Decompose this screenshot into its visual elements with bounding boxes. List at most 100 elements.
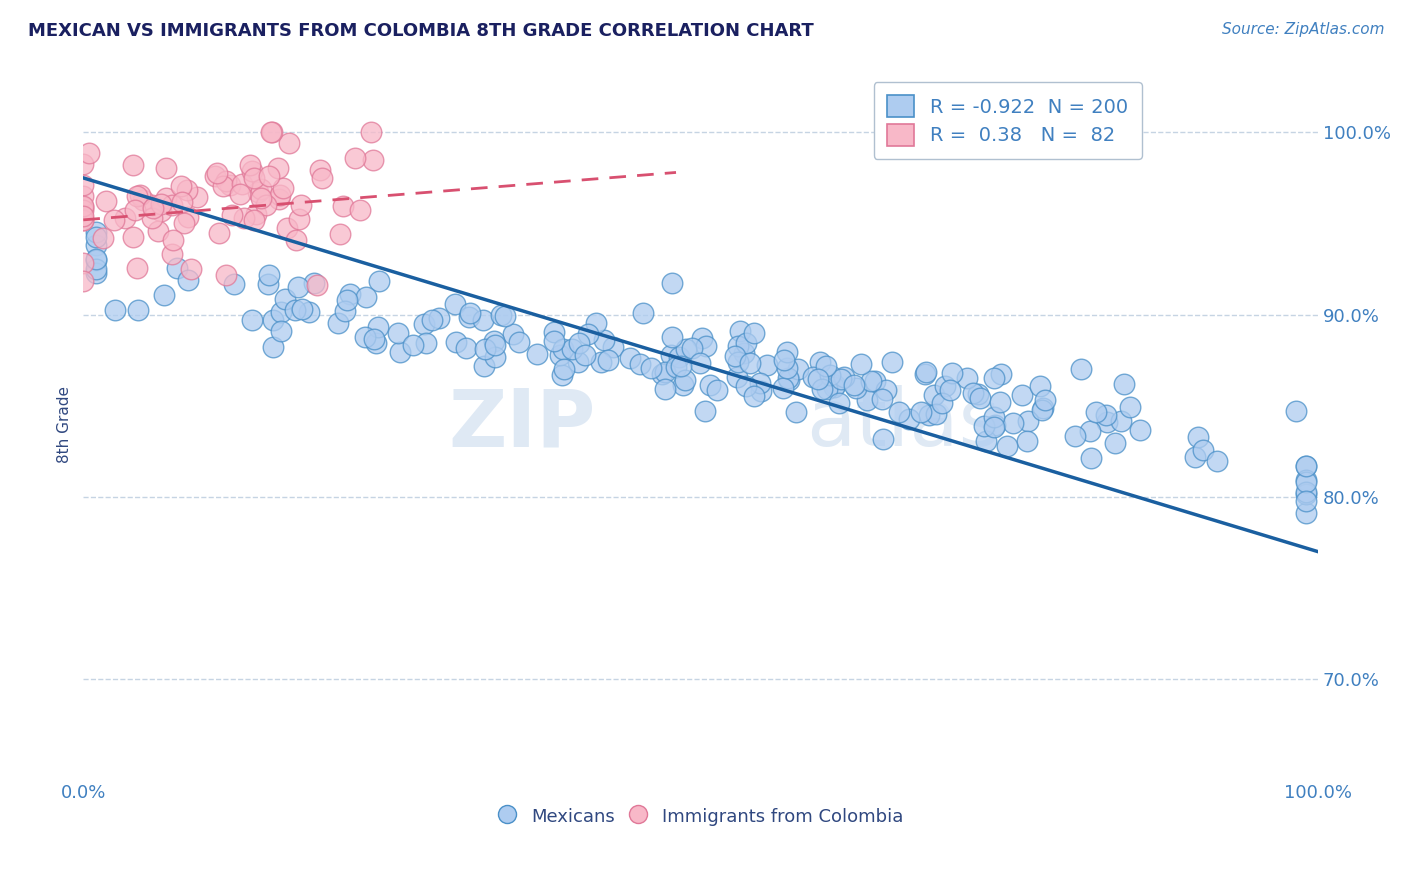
Point — [484, 334, 506, 348]
Point — [72, 200, 94, 214]
Point — [673, 373, 696, 387]
Text: ZIP: ZIP — [449, 385, 596, 463]
Point — [828, 395, 851, 409]
Point — [543, 326, 565, 340]
Point — [651, 367, 673, 381]
Point — [1109, 414, 1132, 428]
Point — [446, 334, 468, 349]
Point — [257, 268, 280, 282]
Point — [77, 145, 100, 160]
Point — [246, 185, 269, 199]
Point — [845, 381, 868, 395]
Point — [931, 396, 953, 410]
Point — [1032, 401, 1054, 416]
Point — [474, 342, 496, 356]
Point — [267, 161, 290, 176]
Point — [146, 224, 169, 238]
Point — [211, 179, 233, 194]
Point — [724, 349, 747, 363]
Point — [589, 354, 612, 368]
Point — [990, 367, 1012, 381]
Point — [974, 434, 997, 448]
Point — [270, 324, 292, 338]
Point — [675, 343, 697, 357]
Point — [363, 332, 385, 346]
Point — [72, 199, 94, 213]
Point — [127, 189, 149, 203]
Point — [706, 383, 728, 397]
Point — [1112, 376, 1135, 391]
Point — [186, 190, 208, 204]
Point — [934, 379, 956, 393]
Point — [738, 356, 761, 370]
Point — [367, 275, 389, 289]
Point — [231, 178, 253, 192]
Point — [654, 382, 676, 396]
Point — [735, 336, 758, 351]
Point — [502, 327, 524, 342]
Point — [823, 380, 845, 394]
Point — [242, 213, 264, 227]
Point — [208, 227, 231, 241]
Point — [420, 313, 443, 327]
Point — [1104, 436, 1126, 450]
Point — [548, 348, 571, 362]
Point — [915, 365, 938, 379]
Point — [269, 192, 291, 206]
Point — [387, 326, 409, 340]
Point — [727, 355, 749, 369]
Point — [141, 211, 163, 226]
Point — [665, 359, 688, 374]
Point — [661, 276, 683, 290]
Point — [149, 197, 172, 211]
Point — [127, 303, 149, 318]
Point — [103, 212, 125, 227]
Point — [814, 359, 837, 373]
Point — [72, 189, 94, 203]
Point — [269, 187, 291, 202]
Point — [122, 230, 145, 244]
Point — [412, 318, 434, 332]
Point — [277, 136, 299, 151]
Point — [669, 359, 692, 374]
Point — [240, 164, 263, 178]
Point — [276, 221, 298, 235]
Point — [1078, 424, 1101, 438]
Point — [1295, 487, 1317, 501]
Point — [402, 338, 425, 352]
Point — [1017, 414, 1039, 428]
Point — [593, 333, 616, 347]
Point — [285, 233, 308, 247]
Point — [914, 367, 936, 381]
Point — [830, 371, 852, 385]
Point — [254, 198, 277, 212]
Point — [129, 187, 152, 202]
Point — [742, 326, 765, 340]
Point — [574, 349, 596, 363]
Point — [72, 157, 94, 171]
Point — [1085, 404, 1108, 418]
Point — [329, 227, 352, 242]
Point — [84, 252, 107, 266]
Point — [924, 407, 946, 421]
Text: atlas: atlas — [806, 385, 1000, 463]
Point — [551, 342, 574, 356]
Point — [307, 278, 329, 293]
Point — [311, 171, 333, 186]
Point — [245, 207, 267, 221]
Point — [619, 351, 641, 366]
Point — [695, 339, 717, 353]
Point — [1119, 400, 1142, 414]
Point — [815, 382, 838, 396]
Point — [354, 330, 377, 344]
Point — [672, 378, 695, 392]
Point — [298, 305, 321, 319]
Point — [631, 306, 654, 320]
Point — [640, 361, 662, 376]
Point — [733, 346, 755, 360]
Point — [735, 378, 758, 392]
Point — [1191, 442, 1213, 457]
Point — [1295, 485, 1317, 500]
Point — [260, 125, 283, 139]
Point — [291, 302, 314, 317]
